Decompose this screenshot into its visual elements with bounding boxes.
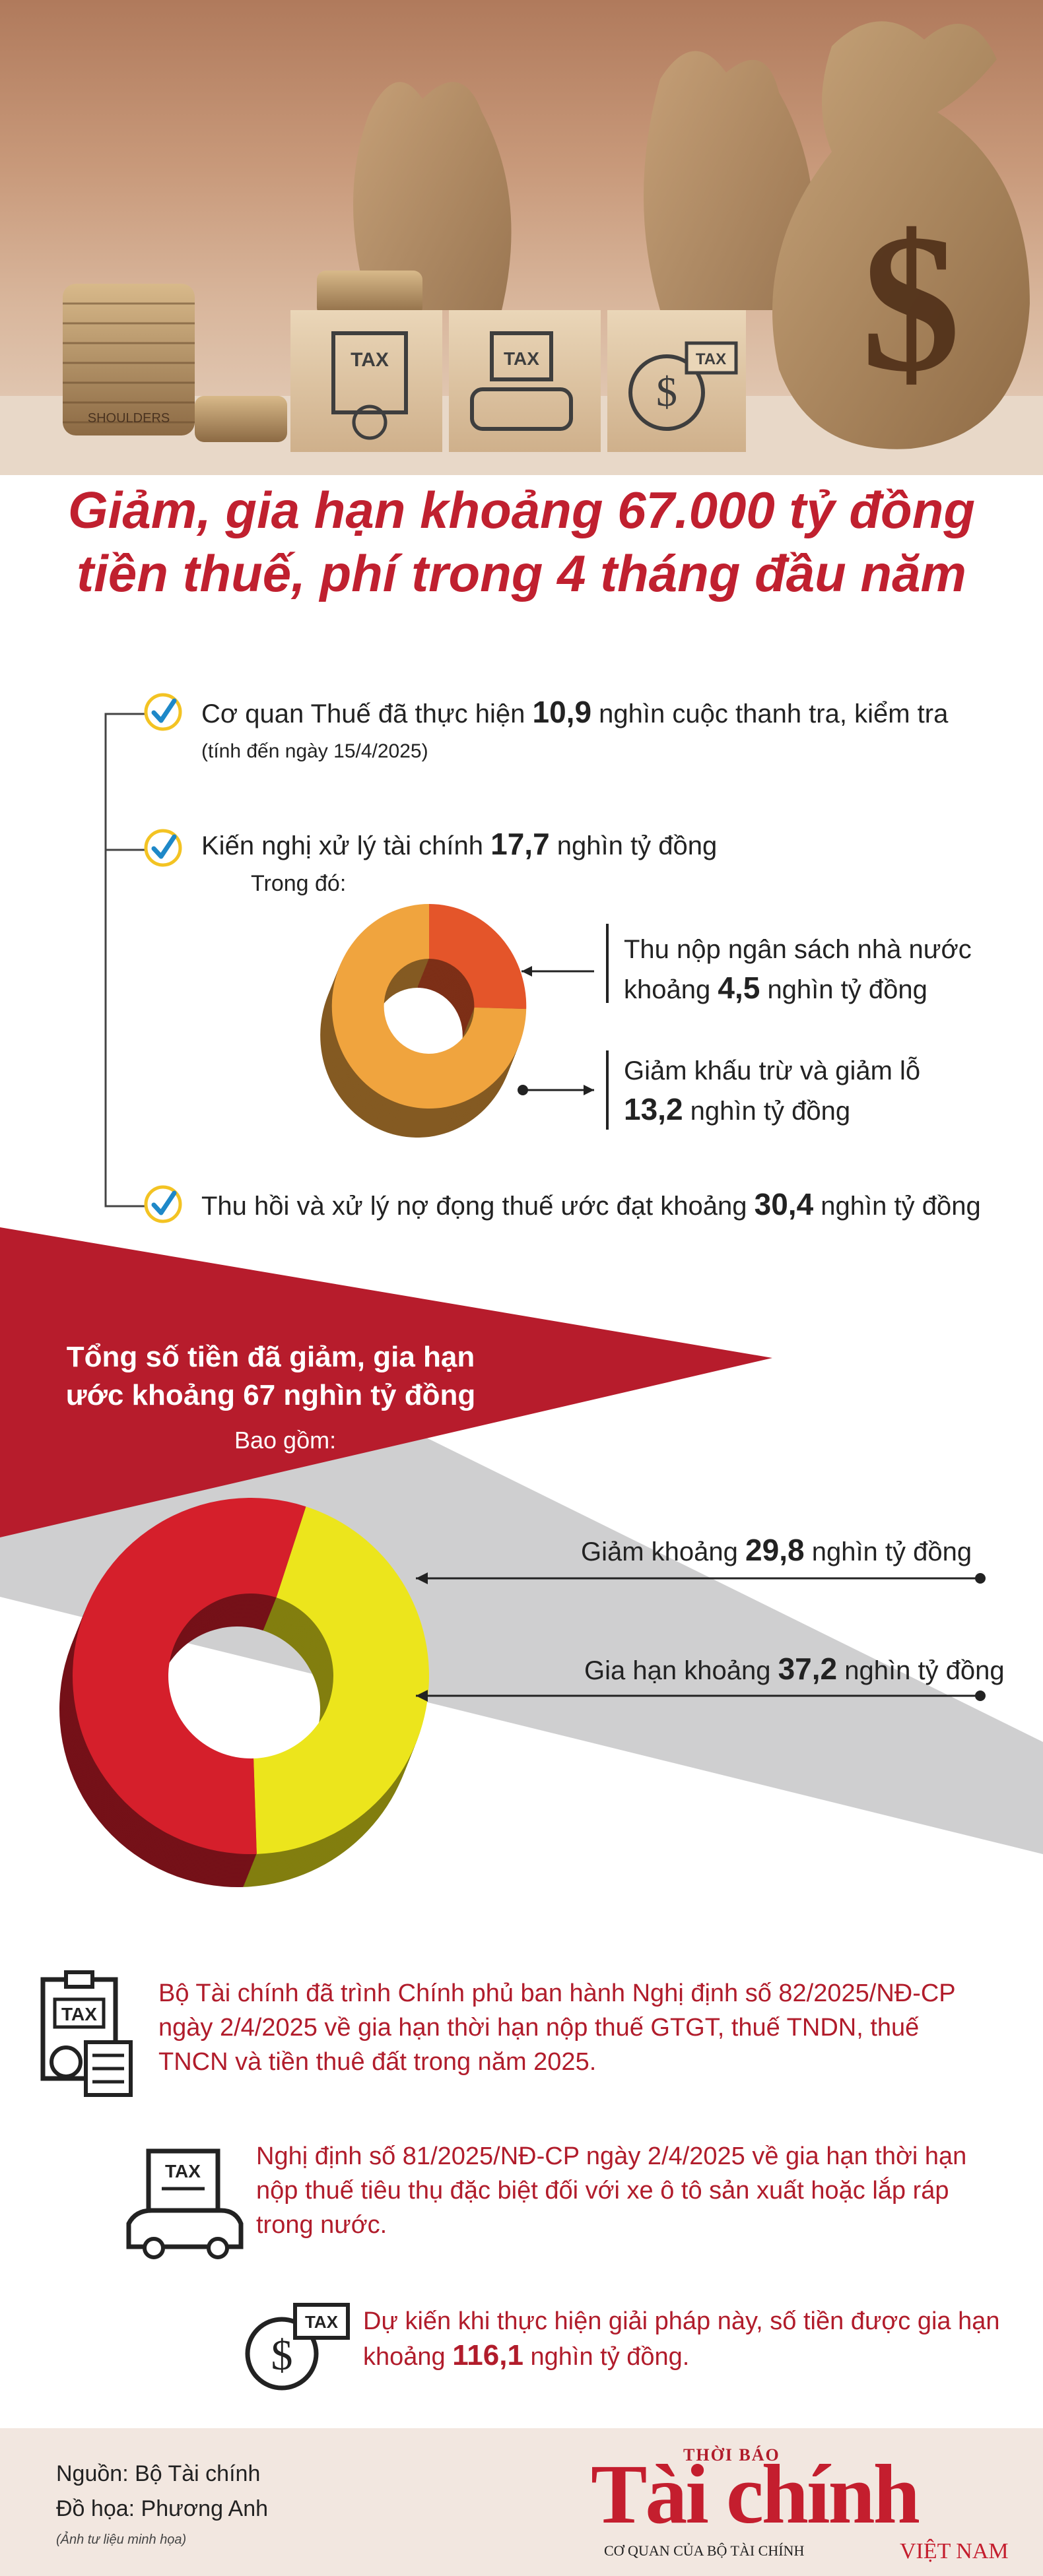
svg-text:TAX: TAX — [305, 2312, 339, 2332]
hero-illustration: $ SHOULDERS TAX TAX — [0, 0, 1043, 475]
note-text: nghìn tỷ đồng. — [530, 2343, 690, 2371]
label-value: 37,2 — [778, 1652, 838, 1686]
tax-car-icon: TAX — [126, 2148, 244, 2259]
footer: Nguồn: Bộ Tài chính Đồ họa: Phương Anh (… — [0, 2428, 1043, 2576]
logo-top: THỜI BÁO — [683, 2445, 780, 2464]
donut2-label-reduce: Giảm khoảng 29,8 nghìn tỷ đồng — [581, 1532, 972, 1568]
dollar-bag-icon — [772, 21, 1030, 449]
svg-text:$: $ — [271, 2331, 293, 2379]
title-line-2: tiền thuế, phí trong 4 tháng đầu năm — [77, 544, 966, 602]
tax-calculator-icon: TAX — [40, 1970, 133, 2097]
note-text: Dự kiến khi thực hiện giải pháp này, số … — [363, 2307, 1000, 2371]
tax-block-1: TAX — [290, 310, 442, 452]
tax-block-2: TAX — [449, 310, 601, 452]
total-heading-line: Tổng số tiền đã giảm, gia hạn — [66, 1341, 475, 1373]
note-decree-82: Bộ Tài chính đã trình Chính phủ ban hành… — [158, 1980, 955, 2076]
logo-side: VIỆT NAM — [900, 2539, 1009, 2563]
svg-text:TAX: TAX — [165, 2161, 201, 2181]
note-decree-81: Nghị định số 81/2025/NĐ-CP ngày 2/4/2025… — [256, 2142, 967, 2239]
donut2-slice-1 — [253, 1506, 429, 1854]
coin-stack-icon: SHOULDERS — [63, 271, 422, 442]
money-bag-icon — [353, 82, 512, 311]
total-heading-line: ước khoảng 67 nghìn tỷ đồng — [65, 1379, 476, 1411]
logo-main: Tài chính — [591, 2447, 920, 2541]
total-sub: Bao gồm: — [234, 1427, 337, 1454]
svg-text:TAX: TAX — [61, 2004, 97, 2024]
note-projection: Dự kiến khi thực hiện giải pháp này, số … — [363, 2304, 1010, 2374]
svg-text:$: $ — [656, 368, 677, 415]
total-heading: Tổng số tiền đã giảm, gia hạn ước khoảng… — [53, 1338, 488, 1415]
donut2-label-extend: Gia hạn khoảng 37,2 nghìn tỷ đồng — [584, 1651, 1005, 1687]
logo-sub: CƠ QUAN CỦA BỘ TÀI CHÍNH — [604, 2542, 805, 2559]
money-bag-icon — [644, 51, 815, 310]
total-band-background — [0, 1227, 1043, 1900]
hero-photo: $ SHOULDERS TAX TAX — [0, 21, 1043, 475]
source-credit: Nguồn: Bộ Tài chính — [56, 2461, 261, 2486]
note-value: 116,1 — [452, 2339, 523, 2371]
page-title: Giảm, gia hạn khoảng 67.000 tỷ đồng tiền… — [0, 478, 1043, 605]
svg-text:$: $ — [861, 193, 960, 412]
label-text: Gia hạn khoảng — [584, 1656, 771, 1685]
label-text: nghìn tỷ đồng — [844, 1656, 1005, 1685]
photo-note: (Ảnh tư liệu minh họa) — [56, 2532, 187, 2547]
svg-text:TAX: TAX — [504, 348, 539, 369]
graphic-credit: Đồ họa: Phương Anh — [56, 2496, 269, 2521]
tax-block-3: $ TAX — [607, 310, 746, 452]
svg-text:TAX: TAX — [351, 349, 389, 371]
donut2-slice-2 — [72, 1498, 306, 1854]
svg-text:TAX: TAX — [696, 350, 726, 368]
newspaper-logo: THỜI BÁO Tài chính CƠ QUAN CỦA BỘ TÀI CH… — [591, 2440, 1013, 2572]
label-value: 29,8 — [745, 1533, 805, 1567]
label-text: nghìn tỷ đồng — [811, 1537, 972, 1566]
label-text: Giảm khoảng — [581, 1537, 738, 1566]
svg-text:SHOULDERS: SHOULDERS — [88, 411, 170, 426]
title-line-1: Giảm, gia hạn khoảng 67.000 tỷ đồng — [68, 481, 975, 539]
donut-chart-total — [59, 1498, 429, 1887]
tax-dollar-icon: $ TAX — [245, 2303, 350, 2391]
